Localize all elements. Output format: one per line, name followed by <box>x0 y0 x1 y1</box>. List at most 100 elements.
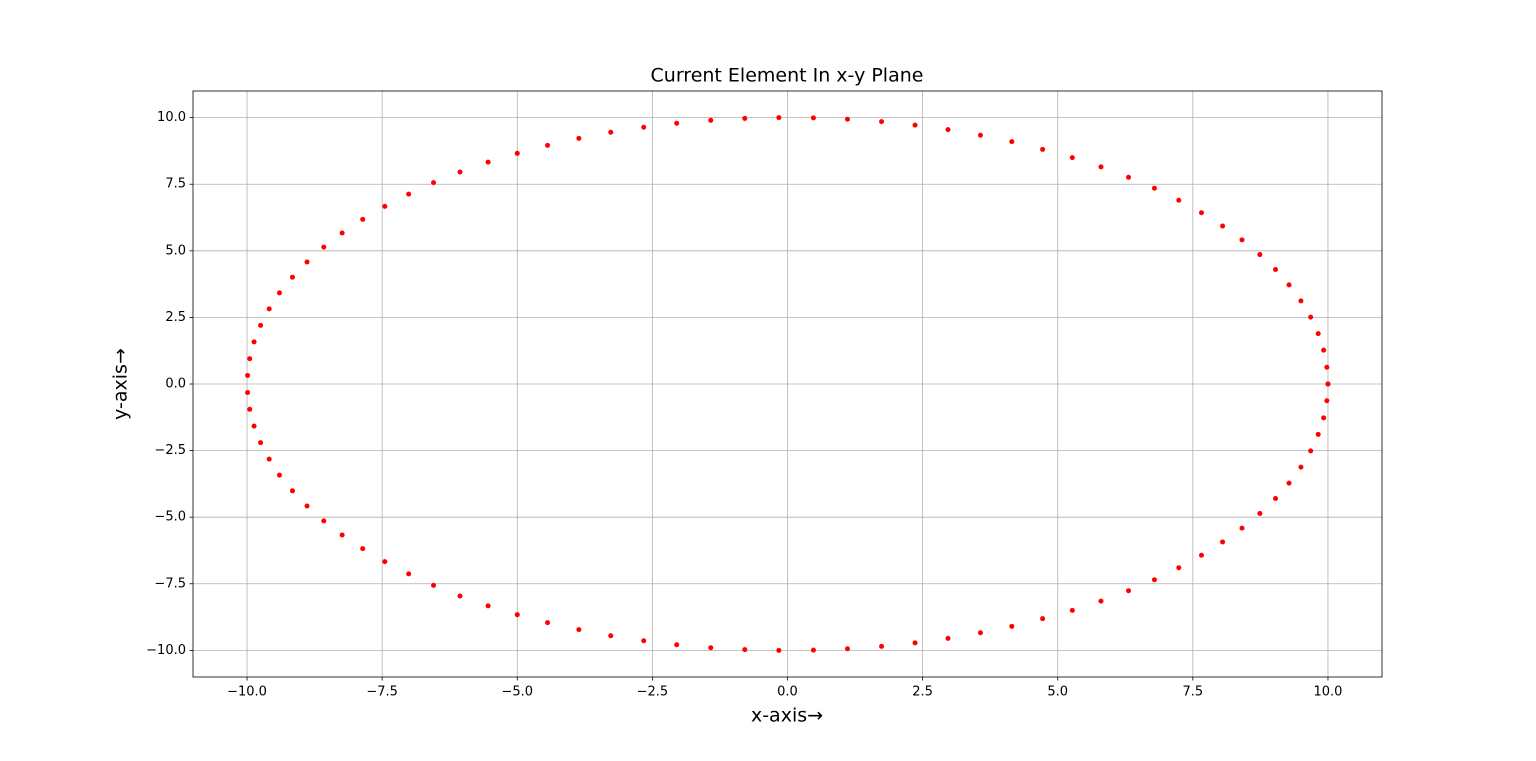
point <box>1321 415 1327 421</box>
x-tick-label: 10.0 <box>1313 685 1342 700</box>
point <box>1315 331 1321 337</box>
point <box>708 645 714 651</box>
y-tick-label: 10.0 <box>157 110 186 125</box>
point <box>251 339 257 345</box>
point <box>1286 282 1292 288</box>
point <box>1176 565 1182 571</box>
point <box>1325 381 1331 387</box>
y-tick-label: −5.0 <box>154 510 186 525</box>
point <box>844 116 850 122</box>
point <box>545 142 551 148</box>
point <box>1040 146 1046 152</box>
point <box>1069 155 1075 161</box>
point <box>674 642 680 648</box>
point <box>879 119 885 125</box>
y-tick-label: −10.0 <box>146 643 186 658</box>
point <box>1009 139 1015 145</box>
point <box>457 169 463 175</box>
point <box>360 216 366 222</box>
point <box>576 627 582 633</box>
y-tick-label: 5.0 <box>165 243 186 258</box>
point <box>304 259 310 265</box>
point <box>514 612 520 618</box>
x-axis-label: x-axis→ <box>751 705 823 727</box>
point <box>912 122 918 128</box>
point <box>247 356 253 362</box>
point <box>321 244 327 250</box>
point <box>641 124 647 130</box>
point <box>641 638 647 644</box>
point <box>810 115 816 121</box>
point <box>1298 298 1304 304</box>
point <box>251 423 257 429</box>
point <box>304 503 310 509</box>
point <box>776 115 782 121</box>
plot-frame <box>192 90 1383 678</box>
y-tick-label: 2.5 <box>165 310 186 325</box>
point <box>266 456 272 462</box>
point <box>1009 623 1015 629</box>
point <box>1198 210 1204 216</box>
x-tick-label: −5.0 <box>501 685 533 700</box>
point <box>608 129 614 135</box>
point <box>1069 607 1075 613</box>
point <box>1040 616 1046 622</box>
point <box>945 127 951 133</box>
point <box>608 633 614 639</box>
x-tick-label: −10.0 <box>227 685 267 700</box>
point <box>844 646 850 652</box>
point <box>360 546 366 552</box>
point <box>1324 398 1330 404</box>
y-tick-label: −7.5 <box>154 576 186 591</box>
point <box>674 120 680 126</box>
point <box>776 647 782 653</box>
point <box>545 620 551 626</box>
point <box>1220 223 1226 229</box>
point <box>339 230 345 236</box>
point <box>245 372 251 378</box>
point <box>912 640 918 646</box>
x-tick-label: 2.5 <box>912 685 933 700</box>
chart-title: Current Element In x-y Plane <box>651 65 924 87</box>
point <box>382 559 388 565</box>
point <box>1126 174 1132 180</box>
point <box>339 532 345 538</box>
point <box>1273 266 1279 272</box>
point <box>485 159 491 165</box>
point <box>1239 525 1245 531</box>
point <box>245 390 251 396</box>
point <box>1151 185 1157 191</box>
point <box>1098 164 1104 170</box>
y-axis-label: y-axis→ <box>110 348 132 420</box>
point <box>742 647 748 653</box>
point <box>266 306 272 312</box>
point <box>382 203 388 209</box>
point <box>708 117 714 123</box>
point <box>1298 464 1304 470</box>
point <box>1315 431 1321 437</box>
point <box>879 643 885 649</box>
point <box>258 322 264 328</box>
point <box>289 274 295 280</box>
point <box>1273 496 1279 502</box>
point <box>457 593 463 599</box>
x-tick-label: 7.5 <box>1182 685 1203 700</box>
point <box>431 180 437 186</box>
point <box>1239 237 1245 243</box>
x-tick-label: 5.0 <box>1047 685 1068 700</box>
x-tick-label: −2.5 <box>637 685 669 700</box>
y-tick-label: 7.5 <box>165 177 186 192</box>
point <box>276 472 282 478</box>
point <box>1098 598 1104 604</box>
point <box>406 191 412 197</box>
x-tick-label: −7.5 <box>366 685 398 700</box>
point <box>576 135 582 141</box>
point <box>1257 252 1263 258</box>
point <box>1308 448 1314 454</box>
y-tick-label: −2.5 <box>154 443 186 458</box>
point <box>247 406 253 412</box>
point <box>810 647 816 653</box>
